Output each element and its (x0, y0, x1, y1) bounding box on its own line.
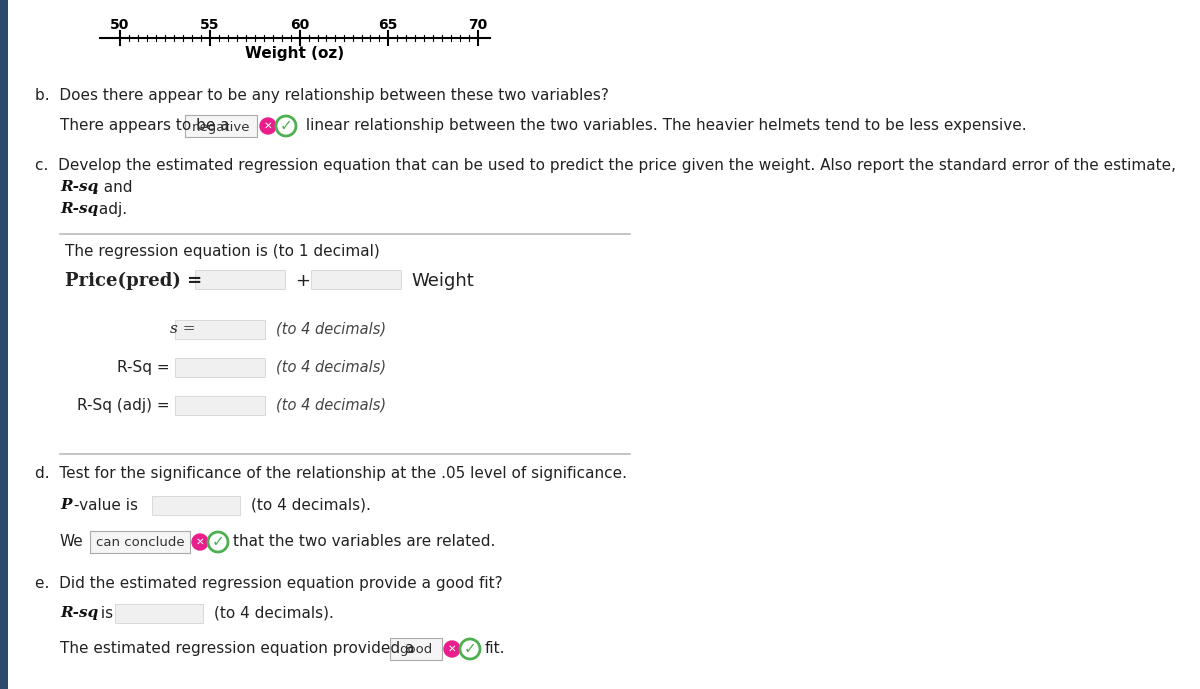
Text: ✕: ✕ (448, 644, 456, 654)
Bar (0, 0, 8, 689)
Bar (152, 496, 240, 515)
Text: 65: 65 (378, 18, 397, 32)
Text: ✕: ✕ (264, 121, 272, 131)
Text: that the two variables are related.: that the two variables are related. (233, 534, 496, 549)
Text: (to 4 decimals): (to 4 decimals) (276, 360, 386, 375)
Bar (390, 638, 442, 660)
Text: (to 4 decimals): (to 4 decimals) (276, 398, 386, 413)
Text: e.  Did the estimated regression equation provide a good fit?: e. Did the estimated regression equation… (35, 576, 503, 591)
Text: We: We (60, 534, 84, 549)
Text: There appears to be a: There appears to be a (60, 118, 229, 133)
Text: (to 4 decimals).: (to 4 decimals). (251, 498, 371, 513)
Text: Weight (oz): Weight (oz) (246, 46, 344, 61)
Text: is: is (96, 606, 113, 621)
Bar (194, 270, 286, 289)
Bar (175, 320, 265, 339)
Text: d.  Test for the significance of the relationship at the .05 level of significan: d. Test for the significance of the rela… (35, 466, 628, 481)
Text: good: good (400, 644, 433, 657)
Circle shape (460, 639, 480, 659)
Text: adj.: adj. (94, 202, 127, 217)
Text: R-sq: R-sq (60, 606, 98, 620)
Text: (to 4 decimals).: (to 4 decimals). (214, 606, 334, 621)
Circle shape (444, 641, 460, 657)
Circle shape (192, 534, 208, 550)
Text: ✓: ✓ (463, 641, 476, 657)
Text: , and: , and (94, 180, 132, 195)
Circle shape (208, 532, 228, 552)
Text: linear relationship between the two variables. The heavier helmets tend to be le: linear relationship between the two vari… (301, 118, 1027, 133)
Bar (185, 115, 257, 137)
Text: The regression equation is (to 1 decimal): The regression equation is (to 1 decimal… (65, 244, 379, 259)
Text: R-Sq =: R-Sq = (118, 360, 170, 375)
Text: ✓: ✓ (211, 535, 224, 550)
Text: fit.: fit. (485, 641, 505, 656)
Text: can conclude: can conclude (96, 537, 185, 550)
Text: -value is: -value is (74, 498, 138, 513)
Text: 50: 50 (110, 18, 130, 32)
Circle shape (260, 118, 276, 134)
Bar (90, 531, 190, 553)
Text: R-sq: R-sq (60, 180, 98, 194)
Text: 70: 70 (468, 18, 487, 32)
Bar (311, 270, 401, 289)
Text: R-sq: R-sq (60, 202, 98, 216)
Text: negative: negative (192, 121, 251, 134)
Text: P: P (60, 498, 72, 512)
Text: c.  Develop the estimated regression equation that can be used to predict the pr: c. Develop the estimated regression equa… (35, 158, 1176, 173)
Text: Weight: Weight (410, 272, 474, 290)
Text: Price(pred) =: Price(pred) = (65, 272, 202, 290)
Circle shape (276, 116, 296, 136)
Text: (to 4 decimals): (to 4 decimals) (276, 322, 386, 337)
Text: R-Sq (adj) =: R-Sq (adj) = (77, 398, 170, 413)
Text: 60: 60 (290, 18, 310, 32)
Text: 55: 55 (200, 18, 220, 32)
Text: ✕: ✕ (196, 537, 204, 547)
Text: ✓: ✓ (280, 119, 293, 134)
Text: s =: s = (170, 322, 196, 336)
Text: The estimated regression equation provided a: The estimated regression equation provid… (60, 641, 414, 656)
Bar (175, 358, 265, 377)
Bar (115, 604, 203, 623)
Text: +: + (295, 272, 310, 290)
Text: b.  Does there appear to be any relationship between these two variables?: b. Does there appear to be any relations… (35, 88, 608, 103)
Bar (175, 396, 265, 415)
